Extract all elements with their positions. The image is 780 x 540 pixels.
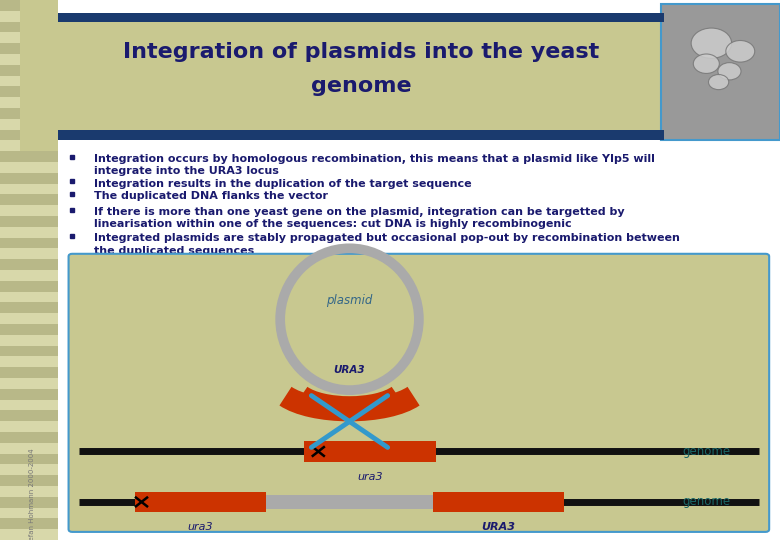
Text: ura3: ura3 [357,472,383,482]
Bar [0,464,58,475]
Bar [0,140,58,151]
Bar [58,130,665,140]
Text: The duplicated DNA flanks the vector: The duplicated DNA flanks the vector [94,191,328,201]
Bar [0,76,58,86]
Bar [20,0,58,151]
Bar [0,65,58,76]
Bar [0,151,58,162]
Bar [0,270,58,281]
Bar [0,32,58,43]
Bar [0,324,58,335]
Bar [58,13,665,140]
Circle shape [726,40,755,62]
Bar [0,335,58,346]
Text: genome: genome [682,495,731,509]
Bar [0,173,58,184]
Bar [0,130,58,140]
Text: URA3: URA3 [481,522,516,532]
Bar [135,492,266,512]
Bar [0,529,58,540]
Bar [0,97,58,108]
Bar [266,495,433,509]
Bar [0,486,58,497]
Bar [0,184,58,194]
Bar [0,162,58,173]
Bar [0,313,58,324]
Bar [0,367,58,378]
Bar [304,441,436,462]
Text: ura3: ura3 [188,522,213,532]
Bar [0,508,58,518]
Bar [0,454,58,464]
Bar [0,119,58,130]
Text: genome: genome [310,76,411,96]
Text: Integrated plasmids are stably propagated but occasional pop-out by recombinatio: Integrated plasmids are stably propagate… [94,233,679,255]
Circle shape [718,63,741,80]
Bar [0,86,58,97]
Text: genome: genome [682,445,731,458]
Bar [0,410,58,421]
Bar [433,492,565,512]
Bar [0,227,58,238]
Bar [0,378,58,389]
Bar [0,259,58,270]
FancyBboxPatch shape [69,254,769,532]
Circle shape [693,54,719,73]
Bar [0,292,58,302]
Bar [0,518,58,529]
Text: © Stefan Hohmann 2000-2004: © Stefan Hohmann 2000-2004 [29,448,35,540]
Bar [0,22,58,32]
Text: Integration results in the duplication of the target sequence: Integration results in the duplication o… [94,179,471,189]
Bar [0,421,58,432]
Bar [0,0,58,11]
Bar [0,248,58,259]
Bar [0,54,58,65]
Text: URA3: URA3 [334,364,365,375]
Circle shape [691,28,732,58]
Bar [0,346,58,356]
Text: If there is more than one yeast gene on the plasmid, integration can be targette: If there is more than one yeast gene on … [94,207,625,229]
Text: Integration occurs by homologous recombination, this means that a plasmid like Y: Integration occurs by homologous recombi… [94,154,654,176]
Bar [0,389,58,400]
Bar [0,400,58,410]
Text: Integration of plasmids into the yeast: Integration of plasmids into the yeast [123,42,599,62]
Bar [0,43,58,54]
Bar [0,108,58,119]
Bar [0,443,58,454]
Bar [0,11,58,22]
Bar [661,4,780,140]
Bar [0,497,58,508]
Bar [0,432,58,443]
Bar [0,205,58,216]
Bar [0,194,58,205]
Bar [0,238,58,248]
Bar [58,13,665,22]
Bar [0,281,58,292]
Bar [0,475,58,486]
Bar [0,216,58,227]
Text: plasmid: plasmid [326,294,373,307]
Bar [0,302,58,313]
Bar [0,356,58,367]
Circle shape [708,75,729,90]
